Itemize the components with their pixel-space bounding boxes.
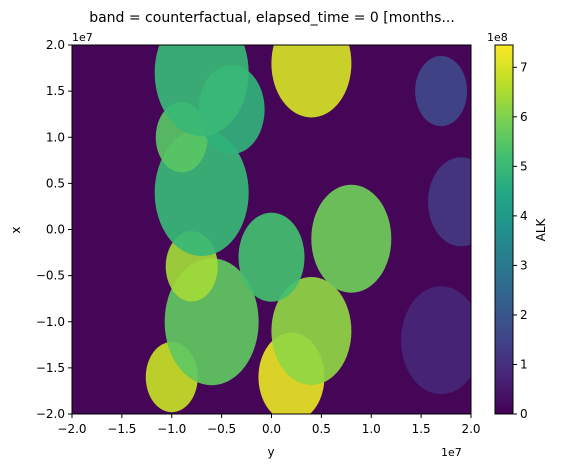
x-tick-label: 0.5 (312, 422, 331, 436)
heatmap-region (154, 45, 249, 137)
x-tick-label: −2.0 (57, 422, 86, 436)
y-tick-label: 0.5 (46, 176, 65, 190)
y-tick-label: −1.5 (36, 361, 65, 375)
colorbar-exponent: 1e8 (487, 31, 508, 44)
y-tick-label: 1.5 (46, 84, 65, 98)
x-tick-label: −1.0 (157, 422, 186, 436)
colorbar-tick-label: 7 (520, 60, 528, 74)
x-tick-label: 0.0 (262, 422, 281, 436)
x-tick-label: 1.5 (412, 422, 431, 436)
colorbar-tick-label: 3 (520, 258, 528, 272)
heatmap-region (271, 276, 352, 385)
x-tick-label: −1.5 (107, 422, 136, 436)
colorbar-gradient (494, 44, 514, 415)
heatmap-regions (145, 45, 471, 414)
heatmap-region (428, 157, 471, 247)
colorbar-tick-label: 1 (520, 357, 528, 371)
y-tick-label: 2.0 (46, 38, 65, 52)
colorbar-tick-label: 2 (520, 308, 528, 322)
colorbar-label: ALK (534, 217, 548, 241)
x-axis-ticks: −2.0 −1.5 −1.0 −0.5 0.0 0.5 1.0 1.5 2.0 (57, 414, 481, 436)
x-tick-label: −0.5 (207, 422, 236, 436)
colorbar-tick-label: 0 (520, 407, 528, 421)
colorbar-tick-label: 6 (520, 110, 528, 124)
colorbar: 0 1 2 3 4 5 6 7 1e8 ALK (487, 31, 548, 421)
colorbar-tick-label: 4 (520, 209, 528, 223)
x-axis-exponent: 1e7 (441, 446, 462, 459)
colorbar-ticks: 0 1 2 3 4 5 6 7 (513, 60, 528, 421)
y-tick-label: −2.0 (36, 407, 65, 421)
y-tick-label: 0.0 (46, 223, 65, 237)
chart-title: band = counterfactual, elapsed_time = 0 … (89, 10, 455, 26)
heatmap-region (311, 184, 392, 293)
y-axis-label: x (9, 226, 23, 233)
y-axis-exponent: 1e7 (72, 31, 93, 44)
y-tick-label: −1.0 (36, 315, 65, 329)
colorbar-tick-label: 5 (520, 159, 528, 173)
y-axis-ticks: −2.0 −1.5 −1.0 −0.5 0.0 0.5 1.0 1.5 2.0 (36, 38, 72, 421)
x-tick-label: 1.0 (362, 422, 381, 436)
heatmap-region (401, 286, 471, 395)
heatmap-field (72, 45, 471, 414)
x-axis-label: y (267, 445, 274, 459)
y-tick-label: 1.0 (46, 130, 65, 144)
x-tick-label: 2.0 (461, 422, 480, 436)
heatmap-region (415, 56, 468, 127)
y-tick-label: −0.5 (36, 269, 65, 283)
heatmap-region (238, 212, 305, 302)
heatmap-region (271, 45, 352, 118)
